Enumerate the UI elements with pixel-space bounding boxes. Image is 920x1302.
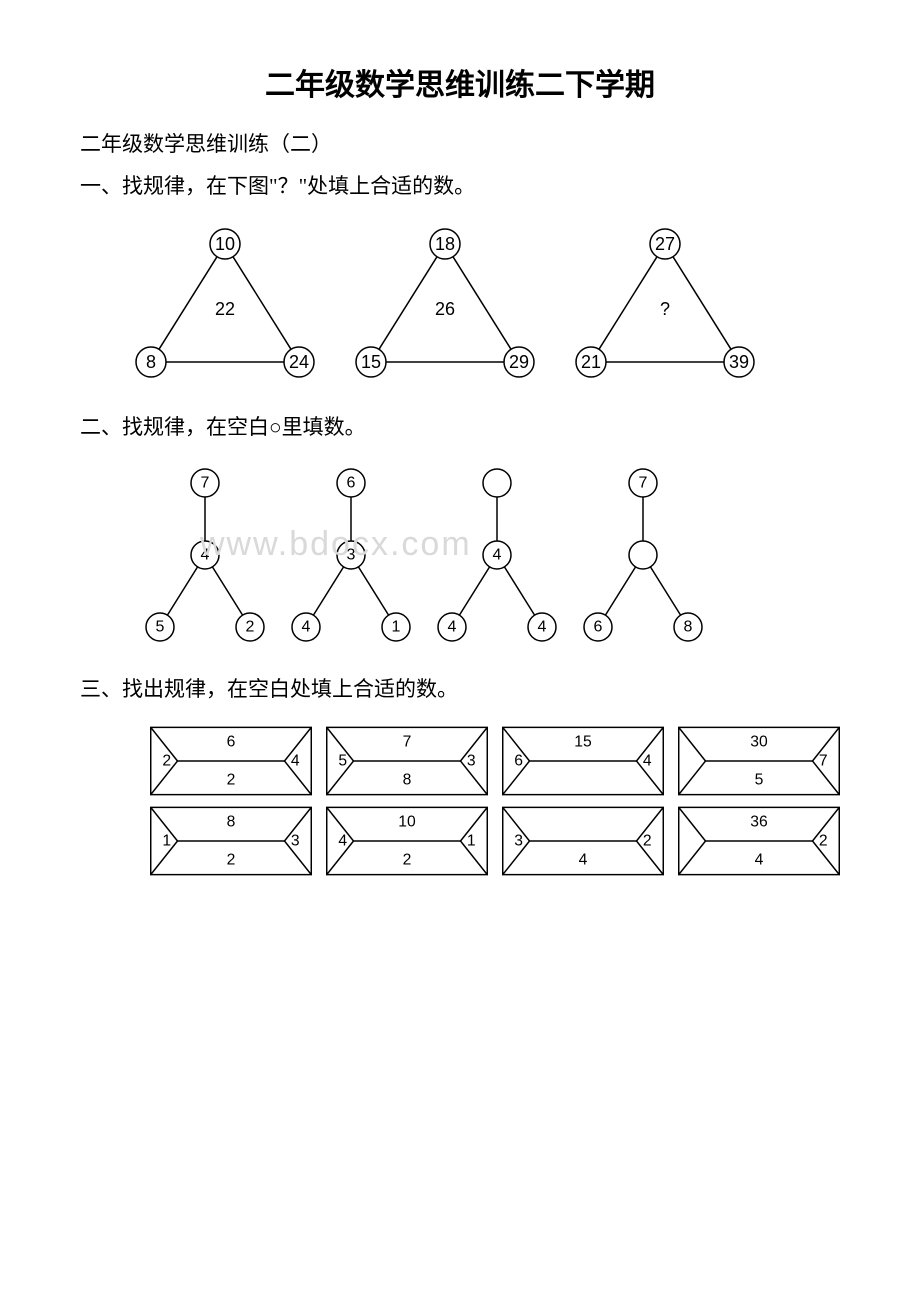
svg-text:10: 10 (398, 814, 416, 831)
box-diagram: 1 3 8 2 (150, 806, 312, 876)
triangle-diagram: 10 8 24 22 (130, 223, 320, 383)
subtitle: 二年级数学思维训练（二） (80, 128, 840, 162)
svg-text:6: 6 (594, 618, 603, 635)
svg-text:3: 3 (291, 833, 300, 850)
svg-text:5: 5 (156, 618, 165, 635)
svg-text:4: 4 (201, 546, 210, 563)
box-row-2: 1 3 8 2 4 1 10 2 3 2 4 2 36 4 (150, 806, 840, 876)
svg-text:18: 18 (435, 234, 455, 254)
svg-text:2: 2 (246, 618, 255, 635)
svg-text:2: 2 (227, 772, 236, 789)
svg-text:39: 39 (729, 352, 749, 372)
box-diagram: 7 30 5 (678, 726, 840, 796)
svg-text:2: 2 (403, 852, 412, 869)
tree-diagram: 7 6 8 (578, 465, 708, 645)
box-diagram: 4 1 10 2 (326, 806, 488, 876)
svg-text:2: 2 (819, 833, 828, 850)
box-diagram: 2 4 6 2 (150, 726, 312, 796)
svg-text:21: 21 (581, 352, 601, 372)
svg-text:8: 8 (227, 814, 236, 831)
svg-text:6: 6 (514, 753, 523, 770)
box-diagram: 5 3 7 8 (326, 726, 488, 796)
svg-text:2: 2 (162, 753, 171, 770)
svg-text:6: 6 (347, 474, 356, 491)
svg-text:1: 1 (392, 618, 401, 635)
svg-text:7: 7 (403, 734, 412, 751)
tree-diagram: 6 3 4 1 (286, 465, 416, 645)
svg-text:5: 5 (338, 753, 347, 770)
svg-text:6: 6 (227, 734, 236, 751)
svg-text:15: 15 (361, 352, 381, 372)
tree-diagram: 7 4 5 2 (140, 465, 270, 645)
triangle-diagram: 27 21 39? (570, 223, 760, 383)
svg-text:4: 4 (338, 833, 347, 850)
svg-text:3: 3 (514, 833, 523, 850)
svg-text:4: 4 (579, 852, 588, 869)
svg-text:26: 26 (435, 299, 455, 319)
svg-text:27: 27 (655, 234, 675, 254)
svg-text:22: 22 (215, 299, 235, 319)
svg-text:3: 3 (347, 546, 356, 563)
svg-text:3: 3 (467, 753, 476, 770)
svg-text:1: 1 (467, 833, 476, 850)
svg-text:10: 10 (215, 234, 235, 254)
section-3-heading: 三、找出规律，在空白处填上合适的数。 (80, 673, 840, 707)
svg-text:4: 4 (448, 618, 457, 635)
svg-text:8: 8 (684, 618, 693, 635)
svg-text:4: 4 (493, 546, 502, 563)
tree-diagram: 4 4 4 (432, 465, 562, 645)
triangle-diagram: 18 15 29 26 (350, 223, 540, 383)
svg-text:36: 36 (750, 814, 768, 831)
triangle-row: 10 8 24 22 18 15 29 26 27 21 39? (130, 223, 840, 383)
svg-text:4: 4 (643, 753, 652, 770)
box-row-1: 2 4 6 2 5 3 7 8 6 4 15 7 30 5 (150, 726, 840, 796)
svg-text:7: 7 (639, 474, 648, 491)
svg-text:4: 4 (538, 618, 547, 635)
svg-text:15: 15 (574, 734, 592, 751)
svg-text:4: 4 (291, 753, 300, 770)
section-1-heading: 一、找规律，在下图"？"处填上合适的数。 (80, 170, 840, 204)
box-diagram: 3 2 4 (502, 806, 664, 876)
svg-text:2: 2 (643, 833, 652, 850)
box-diagram: 6 4 15 (502, 726, 664, 796)
svg-text:5: 5 (755, 772, 764, 789)
svg-text:7: 7 (201, 474, 210, 491)
svg-text:7: 7 (819, 753, 828, 770)
section-2-heading: 二、找规律，在空白○里填数。 (80, 411, 840, 445)
box-diagram: 2 36 4 (678, 806, 840, 876)
svg-text:8: 8 (403, 772, 412, 789)
svg-text:24: 24 (289, 352, 309, 372)
svg-text:8: 8 (146, 352, 156, 372)
svg-text:1: 1 (162, 833, 171, 850)
svg-text:4: 4 (755, 852, 764, 869)
svg-text:29: 29 (509, 352, 529, 372)
svg-text:4: 4 (302, 618, 311, 635)
svg-text:30: 30 (750, 734, 768, 751)
svg-text:?: ? (660, 299, 670, 319)
svg-text:2: 2 (227, 852, 236, 869)
page-title: 二年级数学思维训练二下学期 (80, 60, 840, 104)
tree-row: 7 4 5 2 6 3 4 1 4 4 4 7 6 8 (140, 465, 840, 645)
